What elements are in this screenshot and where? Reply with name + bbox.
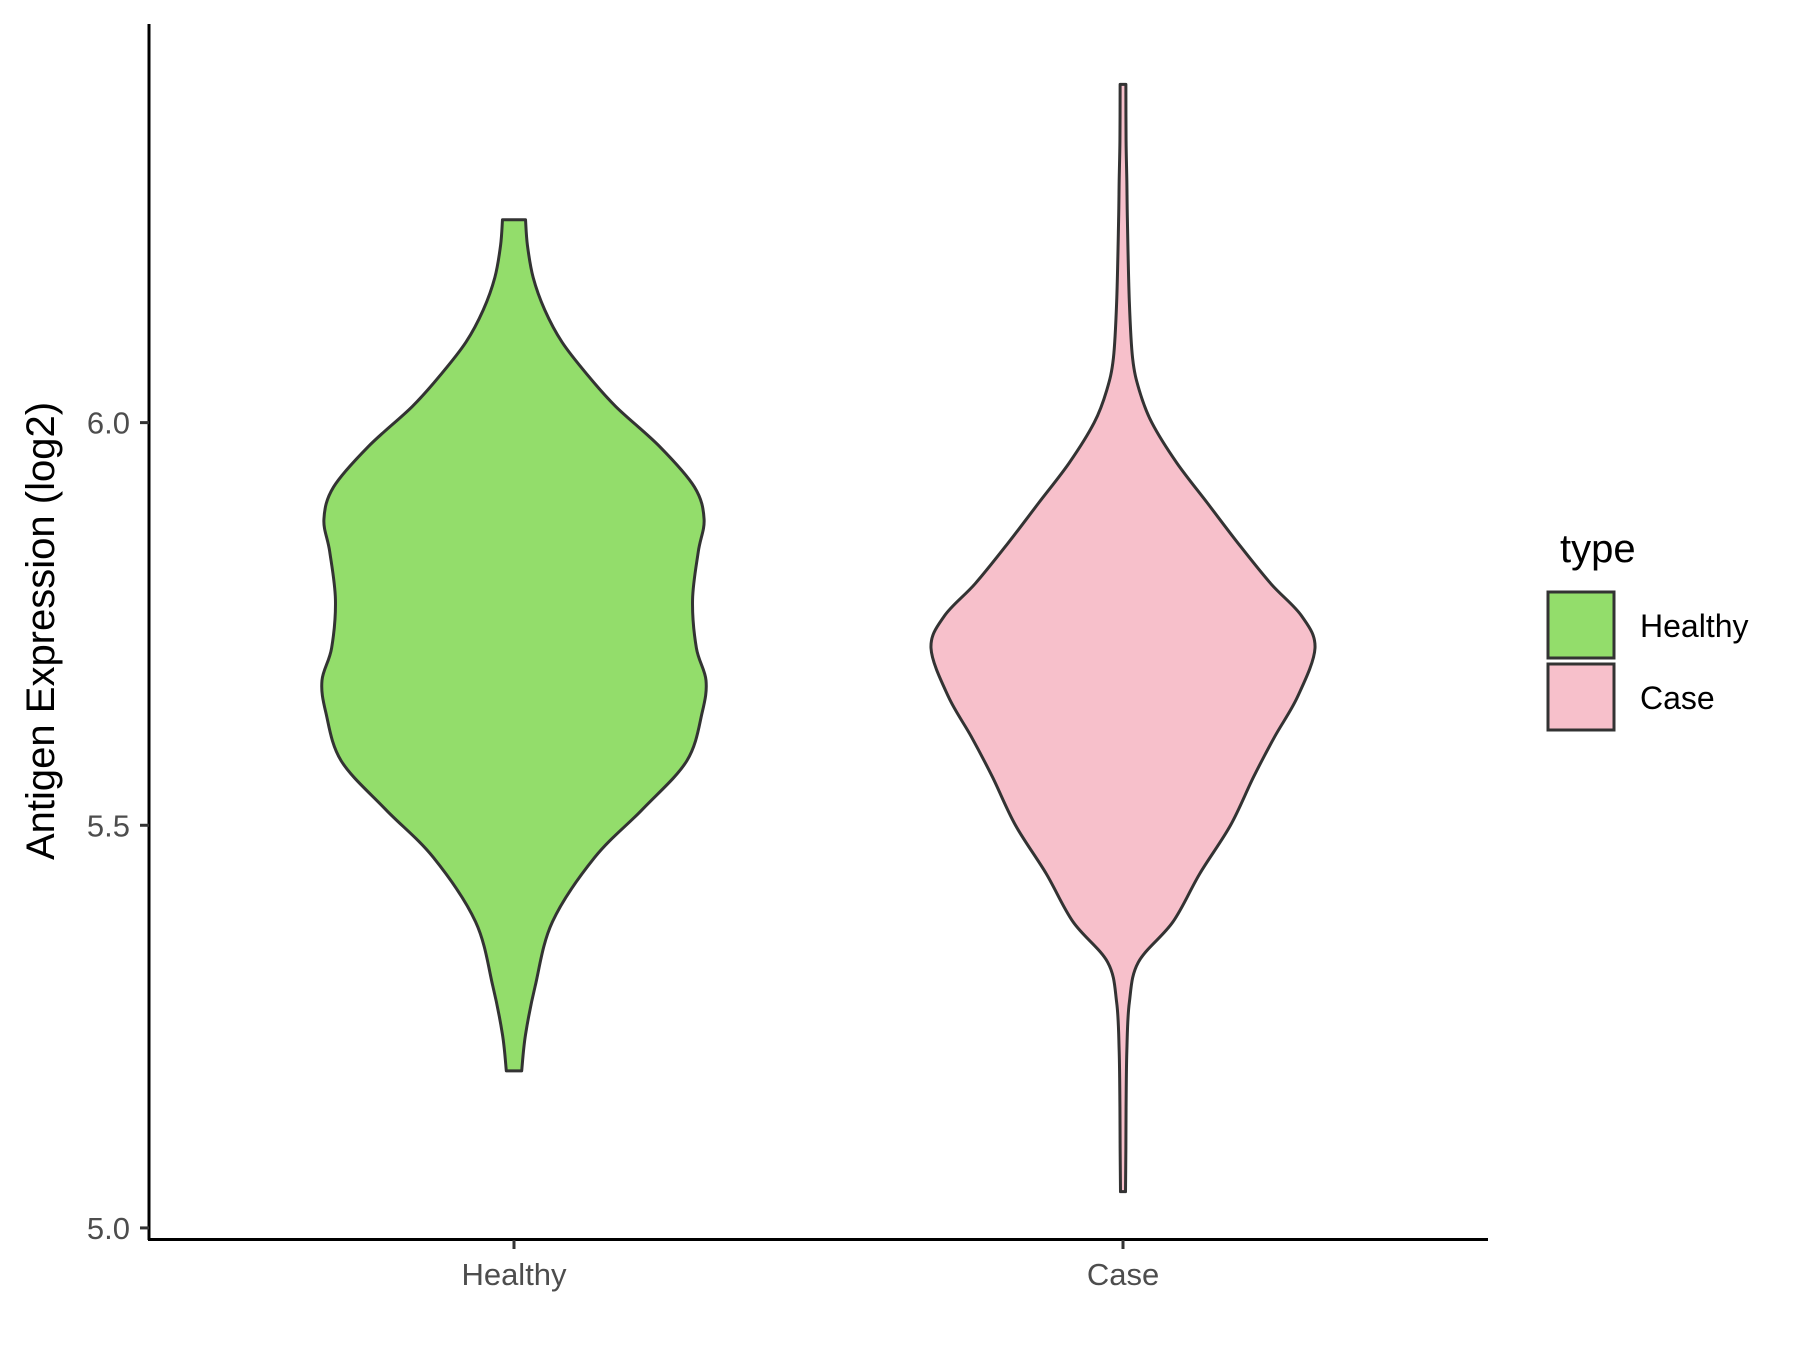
y-tick-label: 5.0: [87, 1211, 130, 1246]
y-tick-label: 6.0: [87, 406, 130, 441]
legend-label: Healthy: [1640, 608, 1749, 644]
legend: type Healthy Case: [1546, 527, 1749, 732]
x-tick-label: Case: [1087, 1257, 1159, 1292]
violin-case: [929, 82, 1317, 1194]
legend-swatch: [1546, 590, 1616, 660]
legend-label: Case: [1640, 680, 1715, 716]
legend-title: type: [1560, 527, 1636, 571]
y-tick-label: 5.5: [87, 808, 130, 843]
legend-swatch: [1546, 662, 1616, 732]
violin-healthy: [320, 218, 708, 1073]
plot-panel: 5.0 5.5 6.0 Healthy Case: [87, 24, 1488, 1292]
y-axis-ticks: 5.0 5.5 6.0: [87, 406, 149, 1246]
legend-items: Healthy Case: [1546, 590, 1749, 732]
x-tick-label: Healthy: [461, 1257, 567, 1292]
violins: [320, 82, 1317, 1194]
x-axis-ticks: Healthy Case: [461, 1240, 1159, 1292]
y-axis-title: Antigen Expression (log2): [19, 402, 63, 860]
